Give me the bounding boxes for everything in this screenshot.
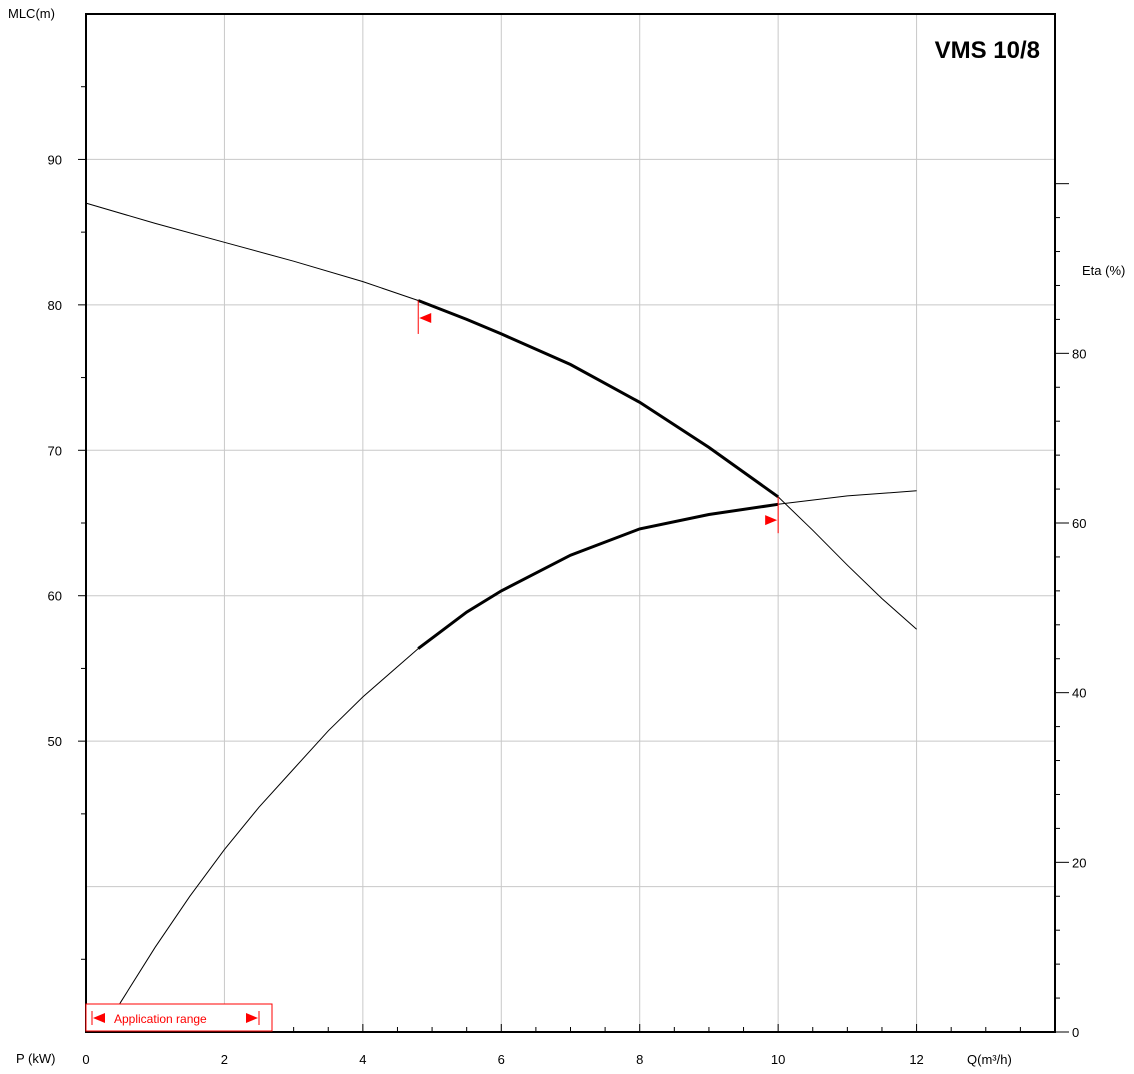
curve-2-application-range	[417, 502, 779, 650]
curves	[85, 202, 917, 1033]
plot-frame	[85, 13, 1056, 1033]
range-start-arrow-icon	[419, 312, 432, 323]
y-right-tick-label: 20	[1072, 855, 1086, 870]
x-tick-label: 10	[771, 1052, 785, 1067]
grid	[86, 14, 1055, 1032]
curve-1-application-range	[417, 299, 779, 499]
legend-left-arrow-icon	[93, 1013, 105, 1023]
x-tick-label: 4	[359, 1052, 366, 1067]
y-left-tick-label: 60	[48, 589, 62, 604]
legend-right-arrow-icon	[246, 1013, 258, 1023]
y-left-tick-label: 70	[48, 443, 62, 458]
range-end-arrow-icon	[765, 515, 778, 526]
y-left-tick-label: 80	[48, 298, 62, 313]
y-right-tick-label: 80	[1072, 346, 1086, 361]
power-axis-label: P (kW)	[16, 1051, 55, 1066]
application-range-markers	[417, 300, 779, 534]
legend-box	[85, 1003, 273, 1032]
legend-label: Application range	[114, 1012, 207, 1026]
application-range-legend: Application range	[85, 1003, 273, 1032]
y-right-tick-label: 60	[1072, 516, 1086, 531]
x-axis-title: Q(m³/h)	[967, 1052, 1012, 1067]
y-left-tick-label: 90	[48, 152, 62, 167]
x-tick-label: 2	[221, 1052, 228, 1067]
x-tick-label: 12	[909, 1052, 923, 1067]
y-right-tick-label: 40	[1072, 686, 1086, 701]
x-tick-label: 0	[82, 1052, 89, 1067]
y-left-tick-label: 50	[48, 734, 62, 749]
x-tick-label: 8	[636, 1052, 643, 1067]
curve-2	[104, 490, 917, 1033]
y-right-axis-title: Eta (%)	[1082, 263, 1125, 278]
x-tick-label: 6	[498, 1052, 505, 1067]
chart-title: VMS 10/8	[935, 37, 1040, 64]
axis-ticks: 0 2 4 6 8 10 12 50 60 70 80 90 0 20 40 60 80	[48, 86, 1086, 1067]
y-left-axis-title: MLC(m)	[8, 6, 55, 21]
y-right-tick-label: 0	[1072, 1025, 1079, 1040]
